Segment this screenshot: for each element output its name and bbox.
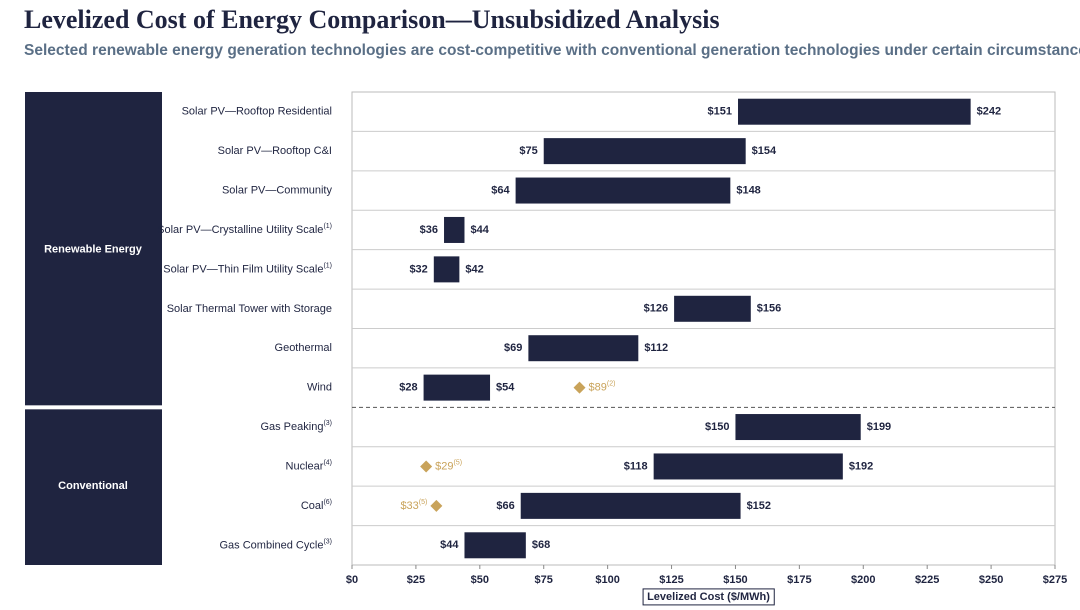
category-label: Solar PV—Rooftop C&I <box>218 145 332 157</box>
chart-subtitle: Selected renewable energy generation tec… <box>24 42 1080 59</box>
range-bar <box>543 138 746 165</box>
low-label: $75 <box>519 145 537 157</box>
low-label: $36 <box>420 224 438 236</box>
category-label: Solar PV—Rooftop Residential <box>182 106 332 118</box>
category-label-text: Solar PV—Thin Film Utility Scale <box>163 263 323 275</box>
x-tick-label: $100 <box>595 574 619 586</box>
low-label: $69 <box>504 342 522 354</box>
group-panel <box>25 409 162 565</box>
category-label-note: (3) <box>323 539 332 546</box>
high-label: $54 <box>496 382 515 394</box>
range-bar <box>738 98 971 125</box>
category-label-note: (6) <box>323 499 332 506</box>
category-label-text: Solar PV—Rooftop Residential <box>182 106 332 118</box>
high-label: $68 <box>532 539 550 551</box>
group-panel <box>25 92 162 406</box>
low-label: $28 <box>399 382 417 394</box>
range-bar <box>433 256 460 283</box>
high-label: $242 <box>977 106 1001 118</box>
x-tick-label: $250 <box>979 574 1003 586</box>
range-bar <box>520 492 741 519</box>
marker <box>573 381 586 394</box>
range-bar <box>464 532 526 559</box>
low-label: $150 <box>705 421 729 433</box>
marker-label-note: (5) <box>453 460 462 467</box>
range-bar <box>515 177 731 204</box>
category-label-text: Solar PV—Rooftop C&I <box>218 145 332 157</box>
category-label-text: Geothermal <box>275 342 332 354</box>
chart-title: Levelized Cost of Energy Comparison—Unsu… <box>24 5 720 34</box>
x-tick-label: $75 <box>535 574 553 586</box>
category-label-text: Gas Combined Cycle <box>220 539 324 551</box>
category-label: Wind <box>307 382 332 394</box>
category-label: Solar PV—Thin Film Utility Scale(1) <box>163 263 332 276</box>
marker-label-text: $89 <box>589 382 607 394</box>
low-label: $151 <box>708 106 732 118</box>
x-tick-label: $50 <box>471 574 489 586</box>
marker <box>430 499 443 512</box>
category-label: Solar Thermal Tower with Storage <box>167 303 332 315</box>
category-label-text: Gas Peaking <box>260 421 323 433</box>
marker-label-note: (5) <box>419 499 428 506</box>
low-label: $44 <box>440 539 459 551</box>
high-label: $44 <box>470 224 489 236</box>
high-label: $42 <box>465 263 483 275</box>
category-label: Geothermal <box>275 342 332 354</box>
range-bar <box>674 295 751 322</box>
x-tick-label: $175 <box>787 574 811 586</box>
high-label: $152 <box>747 500 771 512</box>
x-tick-label: $225 <box>915 574 939 586</box>
category-label: Gas Combined Cycle(3) <box>220 539 333 552</box>
group-label: Renewable Energy <box>44 244 143 256</box>
range-bar <box>653 453 843 480</box>
x-axis-label: Levelized Cost ($/MWh) <box>647 591 770 603</box>
category-label-note: (1) <box>323 263 332 270</box>
range-bar <box>735 414 861 441</box>
low-label: $66 <box>496 500 514 512</box>
low-label: $126 <box>644 303 668 315</box>
marker-label-text: $33 <box>400 500 418 512</box>
group-label: Conventional <box>58 480 128 492</box>
category-label: Solar PV—Community <box>222 184 333 196</box>
x-tick-label: $0 <box>346 574 358 586</box>
category-label: Solar PV—Crystalline Utility Scale(1) <box>157 223 332 236</box>
category-label: Coal(6) <box>301 499 332 512</box>
high-label: $154 <box>752 145 777 157</box>
category-label-text: Solar PV—Community <box>222 184 333 196</box>
category-label-note: (3) <box>323 420 332 427</box>
marker-label: $29(5) <box>435 460 462 473</box>
range-bar <box>528 335 639 362</box>
category-label-text: Solar PV—Crystalline Utility Scale <box>157 224 323 236</box>
low-label: $64 <box>491 184 510 196</box>
low-label: $118 <box>624 460 648 472</box>
category-label: Gas Peaking(3) <box>260 420 332 433</box>
category-label: Nuclear(4) <box>286 460 332 473</box>
high-label: $112 <box>644 342 668 354</box>
marker <box>420 460 433 473</box>
low-label: $32 <box>409 263 427 275</box>
marker-label: $33(5) <box>400 499 427 512</box>
category-label-text: Wind <box>307 382 332 394</box>
x-tick-label: $275 <box>1043 574 1067 586</box>
category-label-text: Coal <box>301 500 324 512</box>
high-label: $148 <box>736 184 760 196</box>
category-label-text: Solar Thermal Tower with Storage <box>167 303 332 315</box>
category-label-note: (4) <box>323 460 332 467</box>
marker-label-note: (2) <box>607 381 616 388</box>
x-axis-label-box <box>642 588 775 606</box>
category-label-note: (1) <box>323 223 332 230</box>
high-label: $199 <box>867 421 891 433</box>
marker-label-text: $29 <box>435 460 453 472</box>
range-bar <box>444 216 465 243</box>
range-bar <box>423 374 491 401</box>
high-label: $156 <box>757 303 781 315</box>
x-tick-label: $25 <box>407 574 425 586</box>
category-label-text: Nuclear <box>286 460 324 472</box>
x-tick-label: $150 <box>723 574 747 586</box>
high-label: $192 <box>849 460 873 472</box>
x-tick-label: $200 <box>851 574 875 586</box>
marker-label: $89(2) <box>589 381 616 394</box>
x-tick-label: $125 <box>659 574 683 586</box>
